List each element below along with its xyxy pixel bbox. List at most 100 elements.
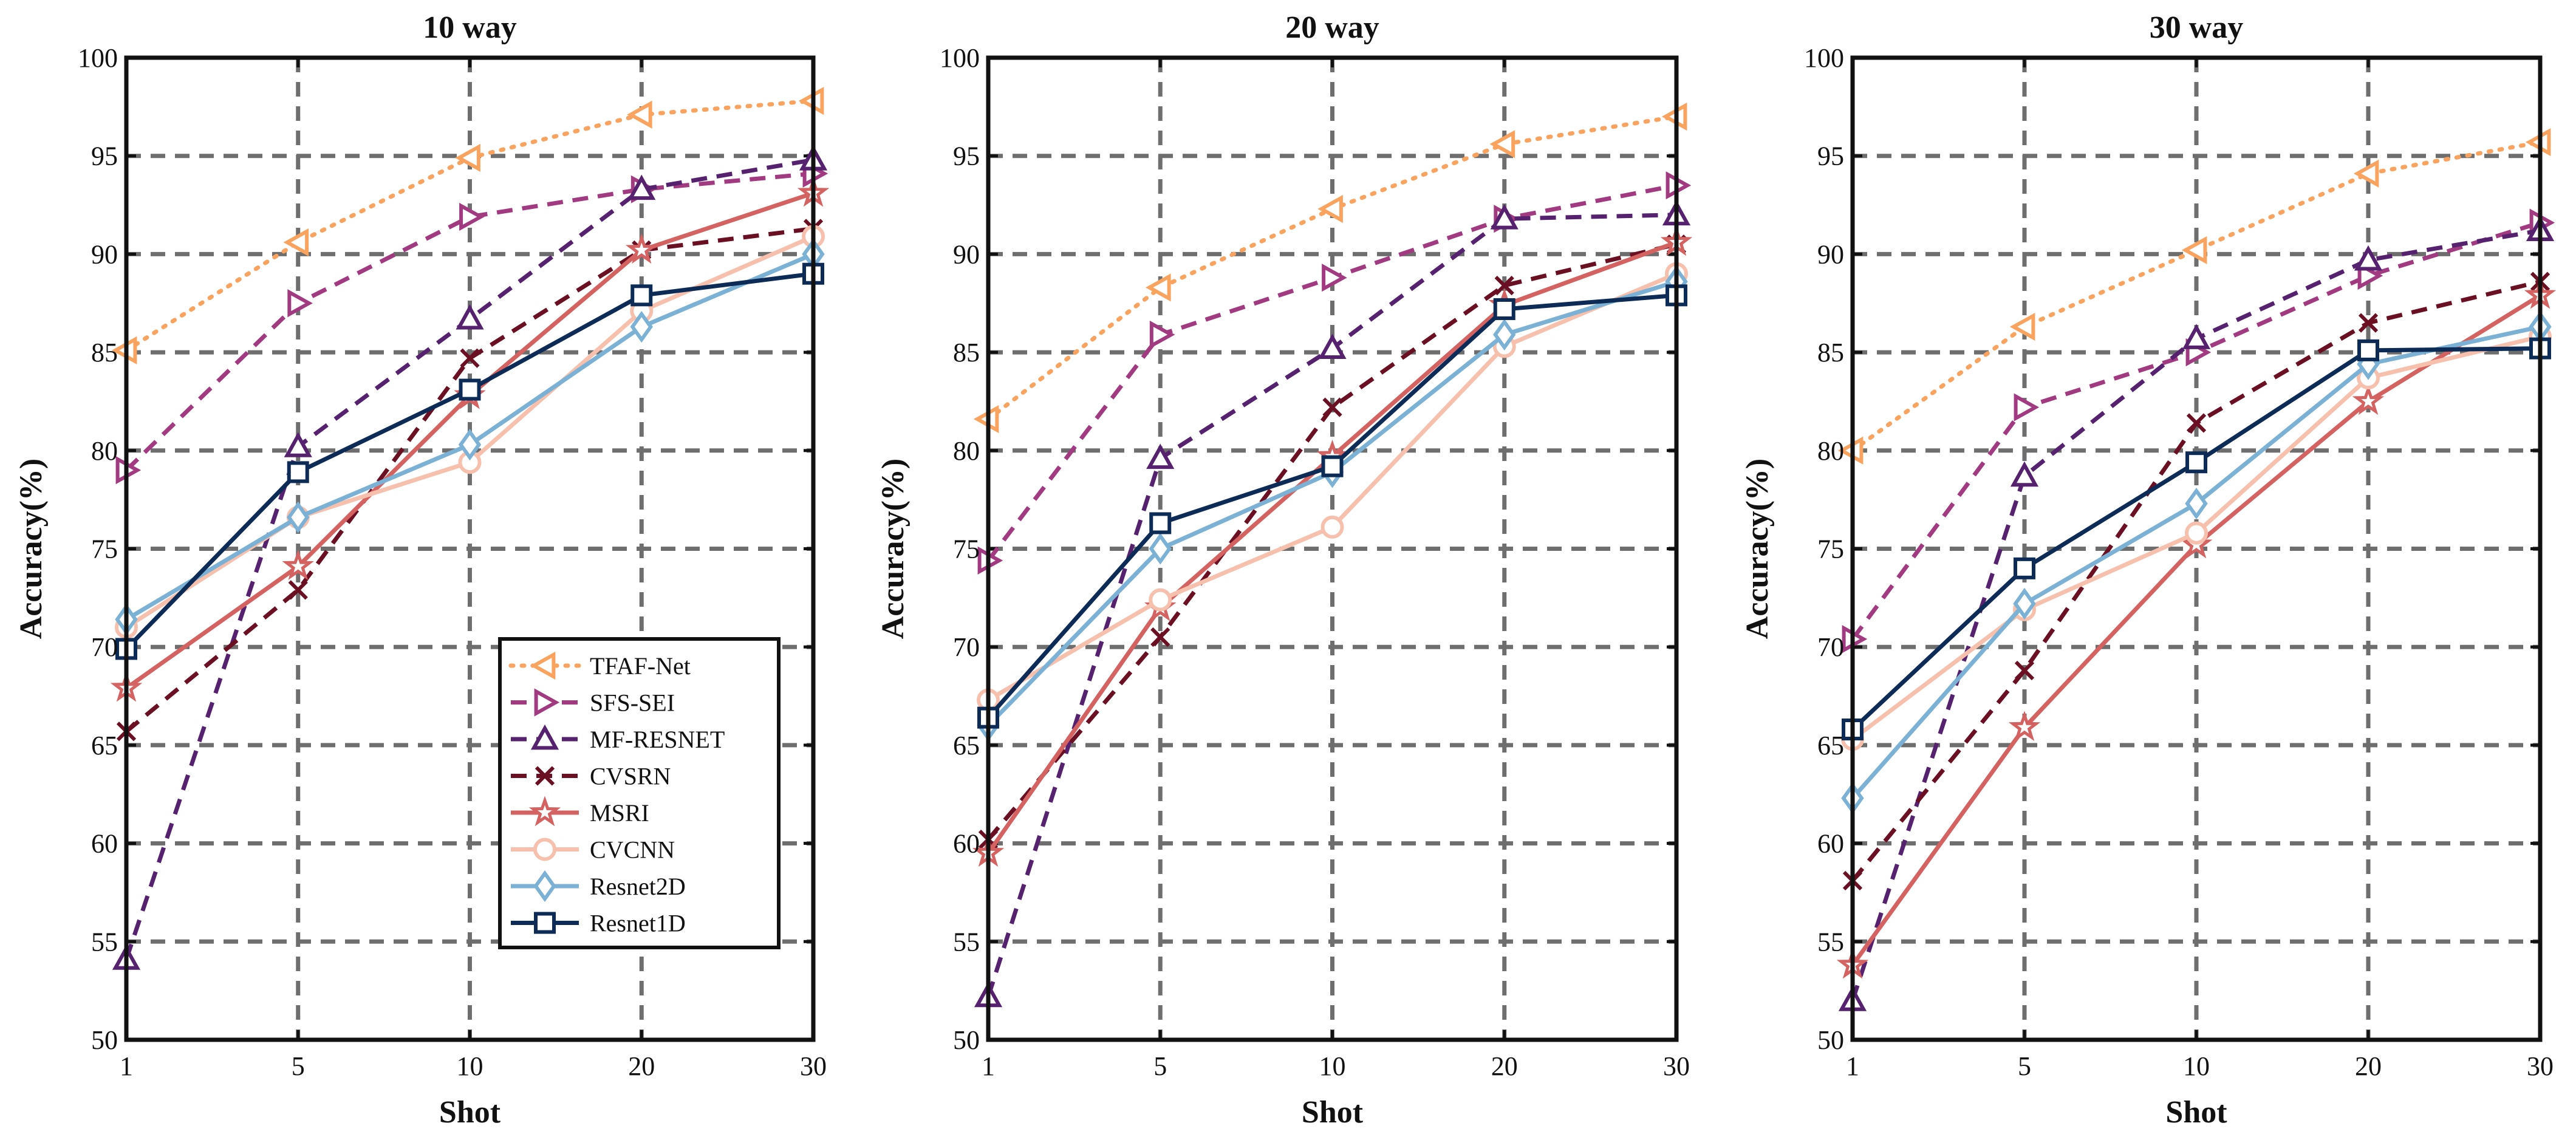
x-tick-label: 1 xyxy=(1846,1051,1859,1081)
data-point-cvcnn xyxy=(1149,588,1172,612)
data-point-resnet1d xyxy=(2185,451,2207,474)
legend-marker xyxy=(528,796,561,827)
data-point-resnet2d xyxy=(2185,487,2208,520)
data-point-tfaf-net xyxy=(455,143,480,172)
legend-label: MF-RESNET xyxy=(590,726,725,753)
plot-frame xyxy=(124,55,816,1042)
x-tick-label: 5 xyxy=(292,1051,305,1081)
y-tick-label: 100 xyxy=(940,43,980,73)
x-tick-label: 10 xyxy=(1319,1051,1346,1081)
series-group xyxy=(1836,128,2557,1011)
data-point-mf-resnet xyxy=(2354,245,2383,271)
y-tick-label: 90 xyxy=(1817,239,1844,269)
y-tick-label: 65 xyxy=(91,731,118,760)
data-point-mf-resnet xyxy=(2182,324,2211,349)
data-point-resnet1d xyxy=(1321,455,1344,477)
y-tick-label: 55 xyxy=(1817,927,1844,957)
data-point-resnet1d xyxy=(2357,339,2379,361)
data-point-sfs-sei xyxy=(287,289,313,318)
y-axis-title: Accuracy(%) xyxy=(1740,459,1775,639)
x-tick-label: 20 xyxy=(2355,1051,2382,1081)
y-tick-label: 80 xyxy=(1817,436,1844,466)
x-tick-label: 20 xyxy=(1491,1051,1518,1081)
data-point-msri xyxy=(2352,384,2385,415)
data-point-sfs-sei xyxy=(2014,393,2040,422)
data-point-cvcnn xyxy=(1320,515,1344,539)
data-point-cvsrn xyxy=(1494,276,1514,296)
data-point-msri xyxy=(282,550,314,580)
y-tick-label: 50 xyxy=(1817,1025,1844,1055)
y-tick-label: 55 xyxy=(953,927,980,957)
data-point-resnet2d xyxy=(630,310,653,343)
y-tick-label: 50 xyxy=(953,1025,980,1055)
legend-marker xyxy=(530,724,559,750)
data-point-tfaf-net xyxy=(2353,159,2379,188)
data-point-tfaf-net xyxy=(283,228,309,257)
y-tick-label: 85 xyxy=(91,338,118,367)
legend-item-msri: MSRI xyxy=(511,796,649,827)
y-tick-label: 100 xyxy=(1804,43,1844,73)
data-point-cvsrn xyxy=(2186,413,2207,433)
y-tick-label: 90 xyxy=(91,239,118,269)
y-tick-label: 85 xyxy=(1817,338,1844,367)
x-tick-label: 5 xyxy=(1153,1051,1167,1081)
legend-label: SFS-SEI xyxy=(590,689,675,717)
data-point-mf-resnet xyxy=(2010,461,2039,487)
legend-marker xyxy=(533,870,556,903)
legend-label: CVCNN xyxy=(590,836,675,864)
data-point-cvsrn xyxy=(2358,313,2379,333)
data-point-sfs-sei xyxy=(459,202,485,231)
legend-label: Resnet1D xyxy=(590,910,686,937)
x-tick-label: 30 xyxy=(2527,1051,2554,1081)
legend: TFAF-Net SFS-SEI MF-RESNET CVSRN MSRI CVCNN Re… xyxy=(498,637,781,949)
data-point-resnet2d xyxy=(287,501,310,533)
x-tick-label: 30 xyxy=(800,1051,827,1081)
x-tick-label: 1 xyxy=(120,1051,133,1081)
y-tick-label: 60 xyxy=(1817,829,1844,859)
y-tick-label: 80 xyxy=(91,436,118,466)
y-tick-label: 100 xyxy=(78,43,118,73)
data-point-resnet2d xyxy=(1149,533,1172,565)
x-axis-title: Shot xyxy=(2165,1095,2227,1130)
y-tick-label: 95 xyxy=(1817,142,1844,171)
chart-title: 30 way xyxy=(2150,10,2244,45)
data-point-resnet1d xyxy=(2014,557,2035,579)
series-line-tfaf-net xyxy=(1850,140,2543,453)
y-tick-label: 85 xyxy=(953,338,980,367)
y-tick-label: 95 xyxy=(953,142,980,171)
y-axis-title: Accuracy(%) xyxy=(14,459,49,639)
series-line-sfs-sei xyxy=(125,171,814,472)
legend-item-resnet2d: Resnet2D xyxy=(511,870,686,903)
data-point-mf-resnet xyxy=(456,304,484,330)
legend-label: Resnet2D xyxy=(590,873,686,900)
legend-marker xyxy=(534,912,556,934)
y-tick-label: 75 xyxy=(953,534,980,564)
data-point-cvsrn xyxy=(460,348,480,368)
plot-frame xyxy=(1850,55,2543,1042)
data-point-cvsrn xyxy=(288,580,308,600)
legend-item-cvsrn: CVSRN xyxy=(511,763,671,790)
x-tick-label: 1 xyxy=(982,1051,995,1081)
chart-panel-30-way: 50 55 60 65 70 75 80 85 90 95 100 1 5 10 20 30 30 way Sho… xyxy=(1740,10,2557,1130)
legend-item-cvcnn: CVCNN xyxy=(511,836,675,864)
series-resnet1d xyxy=(1842,337,2551,741)
legend-marker xyxy=(535,766,555,786)
data-point-msri xyxy=(625,233,658,264)
legend-item-resnet1d: Resnet1D xyxy=(511,910,686,937)
data-point-mf-resnet xyxy=(627,174,656,200)
data-point-tfaf-net xyxy=(1489,130,1515,159)
data-point-resnet1d xyxy=(1493,298,1515,320)
chart-panel-20-way: 50 55 60 65 70 75 80 85 90 95 100 1 5 10 20 30 20 way Sho… xyxy=(876,10,1693,1130)
data-point-resnet1d xyxy=(459,378,481,401)
data-point-mf-resnet xyxy=(1318,333,1347,360)
data-point-resnet1d xyxy=(1149,512,1172,534)
legend-label: CVSRN xyxy=(590,763,671,790)
legend-box xyxy=(498,637,781,949)
data-point-resnet2d xyxy=(2013,587,2036,620)
data-point-resnet2d xyxy=(1493,318,1516,351)
data-point-mf-resnet xyxy=(284,432,312,457)
chart-title: 20 way xyxy=(1285,10,1379,45)
data-point-sfs-sei xyxy=(1149,320,1175,349)
data-point-tfaf-net xyxy=(2009,312,2035,341)
legend-label: TFAF-Net xyxy=(590,652,691,680)
